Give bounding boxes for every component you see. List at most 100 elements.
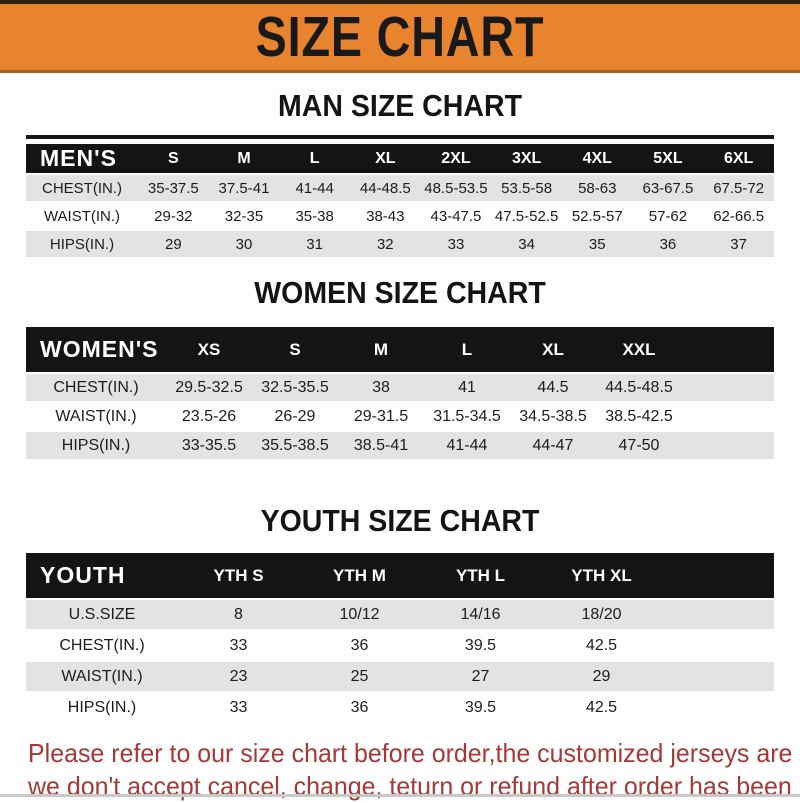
table-cell: 23.5-26	[181, 407, 237, 425]
column-header-cell: 4XL	[582, 149, 612, 167]
table-cell: 58-63	[578, 179, 617, 197]
table-cell: 35	[588, 235, 606, 253]
table-cell: 67.5-72	[713, 179, 765, 197]
size-chart-content: MAN SIZE CHART MEN'S S M L XL 2XL 3XL 4XL 5XL 6XL…	[0, 73, 800, 803]
table-cell: 37.5-41	[218, 179, 270, 197]
youth-size-table: YOUTH YTH S YTH M YTH L YTH XL U.S.SIZE 8 10/12…	[26, 551, 774, 724]
womens-table-wrap: WOMEN'S XS S M L XL XXL CHEST(IN.) 29.5-32.5 32.5…	[26, 325, 774, 461]
mens-table-wrap: MEN'S S M L XL 2XL 3XL 4XL 5XL 6XL CHEST(IN.) 35-37…	[26, 135, 774, 259]
table-cell: 32	[376, 235, 394, 253]
table-cell: 10/12	[339, 605, 380, 623]
row-label-cell: WAIST(IN.)	[55, 407, 137, 425]
column-header-cell: S	[167, 149, 179, 167]
table-cell: 33	[229, 636, 248, 654]
table-cell: 32.5-35.5	[261, 378, 329, 396]
column-header-cell: XS	[197, 339, 221, 359]
row-filler-cell	[662, 600, 774, 629]
women-section-heading: WOMEN SIZE CHART	[254, 275, 546, 310]
table-cell: 34.5-38.5	[519, 407, 587, 425]
table-cell: 14/16	[460, 605, 501, 623]
column-header-cell: 2XL	[441, 149, 471, 167]
table-row: HIPS(IN.) 33-35.5 35.5-38.5 38.5-41 41-44 44-…	[26, 432, 774, 459]
table-cell: 42.5	[585, 698, 618, 716]
page-title: SIZE CHART	[255, 5, 545, 69]
table-cell: 36	[659, 235, 677, 253]
table-title-cell: MEN'S	[40, 145, 117, 171]
table-cell: 29.5-32.5	[175, 378, 243, 396]
table-cell: 41-44	[446, 436, 488, 454]
table-cell: 33	[447, 235, 465, 253]
womens-size-table: WOMEN'S XS S M L XL XXL CHEST(IN.) 29.5-32.5 32.5…	[26, 325, 774, 461]
table-cell: 29-31.5	[353, 407, 409, 425]
mens-size-table: MEN'S S M L XL 2XL 3XL 4XL 5XL 6XL CHEST(IN.) 35-37…	[26, 142, 774, 259]
table-row: WAIST(IN.) 23 25 27 29	[26, 662, 774, 691]
row-filler-cell	[662, 662, 774, 691]
column-header-cell: YTH S	[213, 565, 264, 585]
man-section-heading: MAN SIZE CHART	[277, 88, 523, 123]
row-label-cell: CHEST(IN.)	[53, 378, 139, 396]
table-cell: 27	[471, 667, 490, 685]
column-header-cell: 5XL	[653, 149, 683, 167]
table-cell: 35-37.5	[147, 179, 199, 197]
column-header-cell: L	[461, 339, 473, 359]
column-header-cell: XXL	[622, 339, 656, 359]
banner: SIZE CHART	[0, 0, 800, 73]
column-header-cell: YTH XL	[571, 565, 632, 585]
table-cell: 41	[458, 378, 476, 396]
table-cell: 62-66.5	[713, 207, 765, 225]
table-cell: 35.5-38.5	[261, 436, 329, 454]
table-cell: 44.5-48.5	[605, 378, 673, 396]
row-label-cell: WAIST(IN.)	[61, 667, 143, 685]
table-cell: 38.5-42.5	[605, 407, 673, 425]
table-title-cell: YOUTH	[40, 562, 126, 588]
table-cell: 31	[306, 235, 323, 253]
table-cell: 57-62	[648, 207, 688, 225]
row-label-cell: U.S.SIZE	[68, 605, 136, 623]
table-cell: 63-67.5	[642, 179, 694, 197]
order-policy-note: Please refer to our size chart before or…	[28, 737, 800, 803]
table-cell: 39.5	[464, 698, 497, 716]
row-filler-cell	[662, 693, 774, 722]
policy-line-2: we don't accept cancel, change, teturn o…	[28, 771, 800, 801]
column-header-cell: 6XL	[723, 149, 754, 167]
column-header-cell: XL	[375, 149, 396, 167]
table-cell: 29	[164, 235, 182, 253]
row-label-cell: CHEST(IN.)	[59, 636, 145, 654]
table-cell: 18/20	[581, 605, 622, 623]
header-filler-cell	[662, 553, 774, 598]
table-cell: 30	[235, 235, 253, 253]
table-cell: 38.5-41	[353, 436, 409, 454]
column-header-cell: XL	[542, 339, 564, 359]
table-cell: 36	[350, 698, 369, 716]
table-row: CHEST(IN.) 35-37.5 37.5-41 41-44 44-48.5 48.5…	[26, 175, 774, 201]
table-cell: 33-35.5	[181, 436, 237, 454]
table-cell: 29-32	[154, 207, 193, 225]
table-row: WAIST(IN.) 29-32 32-35 35-38 38-43 43-47.5 47.…	[26, 203, 774, 229]
column-header-cell: M	[373, 339, 389, 359]
row-filler-cell	[682, 403, 774, 430]
table-header-row: WOMEN'S XS S M L XL XXL	[26, 327, 774, 372]
table-cell: 39.5	[464, 636, 497, 654]
row-label-cell: HIPS(IN.)	[61, 436, 131, 454]
table-header-row: YOUTH YTH S YTH M YTH L YTH XL	[26, 553, 774, 598]
header-filler-cell	[682, 327, 774, 372]
table-cell: 38-43	[366, 207, 405, 225]
table-cell: 29	[592, 667, 611, 685]
row-filler-cell	[682, 432, 774, 459]
column-header-cell: M	[237, 149, 251, 167]
column-header-cell: L	[309, 149, 320, 167]
table-cell: 34	[518, 235, 535, 253]
table-cell: 26-29	[274, 407, 316, 425]
table-cell: 43-47.5	[430, 207, 482, 225]
mens-table-top-rule	[26, 135, 774, 139]
table-cell: 42.5	[585, 636, 618, 654]
row-filler-cell	[682, 374, 774, 401]
table-row: U.S.SIZE 8 10/12 14/16 18/20	[26, 600, 774, 629]
table-cell: 47-50	[618, 436, 660, 454]
table-cell: 8	[234, 605, 243, 623]
column-header-cell: YTH M	[333, 565, 386, 585]
youth-table-wrap: YOUTH YTH S YTH M YTH L YTH XL U.S.SIZE 8 10/12…	[26, 551, 774, 724]
youth-section-heading: YOUTH SIZE CHART	[260, 503, 540, 538]
table-cell: 44-48.5	[359, 179, 411, 197]
table-cell: 23	[229, 667, 248, 685]
